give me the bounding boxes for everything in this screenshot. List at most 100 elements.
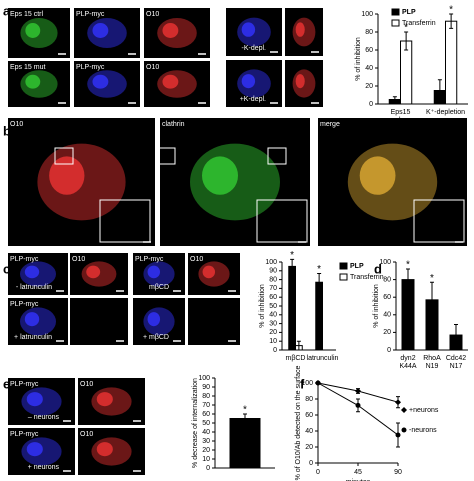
- legend-label: Transferrin: [402, 20, 436, 27]
- image-label: PLP-myc: [10, 381, 39, 388]
- significance: *: [406, 260, 410, 271]
- panel-letter: b: [3, 123, 11, 138]
- error-bar: [449, 13, 454, 29]
- legend-swatch: [391, 19, 400, 27]
- error-bar: [437, 79, 442, 102]
- image-caption: - latrunculin: [16, 284, 52, 291]
- signal: [92, 23, 109, 38]
- x-tick-label: Cdc42 N17: [446, 355, 466, 370]
- image-label: merge: [320, 121, 340, 128]
- y-tick-label: 100: [301, 380, 313, 387]
- y-axis-label: % of inhibition: [259, 284, 266, 328]
- marker: [395, 432, 401, 438]
- inset-box: [267, 147, 287, 165]
- y-tick-label: 20: [365, 83, 373, 90]
- image-label: O10: [190, 256, 203, 263]
- y-tick-label: 50: [269, 303, 277, 310]
- y-tick-label: 0: [273, 347, 277, 354]
- signal: [26, 392, 43, 407]
- y-tick-label: 0: [206, 465, 210, 472]
- x-tick-label: 45: [354, 469, 362, 476]
- x-tick-label: Eps15 dn: [391, 109, 411, 124]
- y-tick-label: 60: [202, 411, 210, 418]
- bar: [288, 265, 296, 351]
- significance: *: [290, 250, 294, 261]
- image-label: PLP-myc: [10, 431, 39, 438]
- error-bar: [392, 96, 397, 103]
- image-caption: -K-depl.: [241, 45, 266, 52]
- panel-letter: a: [3, 3, 11, 18]
- y-tick-label: 70: [202, 402, 210, 409]
- marker: [355, 388, 361, 394]
- x-tick-label: dyn2 K44A: [399, 355, 416, 370]
- y-axis-label: % of inhibition: [355, 37, 362, 81]
- image-caption: + latrunculin: [14, 334, 52, 341]
- panel-letter: e: [3, 376, 10, 391]
- legend-marker: [401, 407, 407, 413]
- error-bar: [406, 268, 410, 291]
- error-bar: [454, 323, 458, 347]
- image-caption: – neurons: [28, 414, 60, 421]
- x-axis-label: minutes: [346, 479, 371, 481]
- error-bar: [243, 413, 247, 424]
- significance: *: [430, 273, 434, 284]
- y-tick-label: 50: [202, 420, 210, 427]
- legend-swatch: [339, 262, 348, 270]
- y-axis-label: % decrease of internalization: [192, 378, 199, 468]
- significance: *: [404, 23, 408, 34]
- y-tick-label: 100: [198, 375, 210, 382]
- image-label: Eps 15 ctrl: [10, 11, 44, 18]
- signal: [147, 312, 161, 327]
- y-tick-label: 10: [269, 338, 277, 345]
- image-label: O10: [146, 11, 159, 18]
- micrograph: [70, 298, 128, 345]
- signal: [241, 74, 256, 89]
- y-tick-label: 20: [383, 329, 391, 336]
- signal: [147, 265, 161, 279]
- image-label: O10: [80, 381, 93, 388]
- y-tick-label: 70: [269, 285, 277, 292]
- error-bar: [290, 258, 295, 274]
- y-tick-label: 60: [383, 294, 391, 301]
- y-tick-label: 80: [305, 396, 313, 403]
- y-tick-label: 60: [269, 294, 277, 301]
- legend-label: PLP: [350, 263, 364, 270]
- x-tick-label: 0: [316, 469, 320, 476]
- y-tick-label: 0: [309, 460, 313, 467]
- bar: [445, 20, 458, 105]
- panel-letter: d: [374, 261, 382, 276]
- micrograph: [188, 298, 240, 345]
- error-bar: [430, 281, 434, 318]
- inset-box: [54, 147, 74, 165]
- image-caption: mβCD: [149, 284, 169, 291]
- signal: [295, 74, 305, 89]
- y-tick-label: 40: [202, 429, 210, 436]
- image-label: PLP-myc: [76, 11, 105, 18]
- inset: [256, 199, 308, 243]
- y-tick-label: 80: [202, 393, 210, 400]
- signal: [162, 74, 179, 89]
- y-tick-label: 20: [269, 329, 277, 336]
- image-label: Eps 15 mut: [10, 64, 45, 71]
- y-tick-label: 90: [202, 384, 210, 391]
- signal: [96, 392, 113, 407]
- inset-box: [156, 147, 176, 165]
- signal: [24, 312, 40, 327]
- y-tick-label: 30: [269, 320, 277, 327]
- signal: [202, 265, 216, 279]
- signal: [25, 74, 41, 89]
- significance: *: [243, 405, 247, 416]
- image-label: O10: [10, 121, 23, 128]
- marker: [315, 380, 321, 386]
- marker: [395, 399, 401, 406]
- panel-letter: c: [3, 261, 10, 276]
- legend-marker: [401, 427, 407, 433]
- image-caption: +K-depl.: [240, 96, 266, 103]
- x-tick-label: 90: [394, 469, 402, 476]
- legend-label: PLP: [402, 9, 416, 16]
- legend-label: +neurons: [409, 407, 439, 414]
- marker: [355, 402, 361, 408]
- signal: [26, 442, 43, 457]
- image-label: O10: [72, 256, 85, 263]
- bar: [229, 418, 261, 469]
